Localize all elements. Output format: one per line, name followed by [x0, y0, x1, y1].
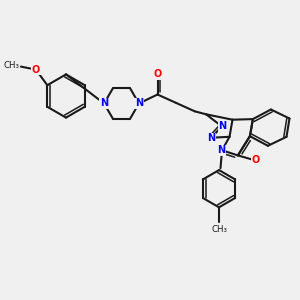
Text: CH₃: CH₃	[3, 61, 20, 70]
Text: O: O	[251, 155, 260, 165]
Text: O: O	[153, 69, 162, 80]
Text: O: O	[32, 64, 40, 75]
Text: N: N	[218, 121, 226, 131]
Text: N: N	[100, 98, 108, 109]
Text: N: N	[135, 98, 143, 109]
Text: N: N	[217, 145, 226, 155]
Text: CH₃: CH₃	[211, 225, 227, 234]
Text: N: N	[207, 133, 215, 143]
